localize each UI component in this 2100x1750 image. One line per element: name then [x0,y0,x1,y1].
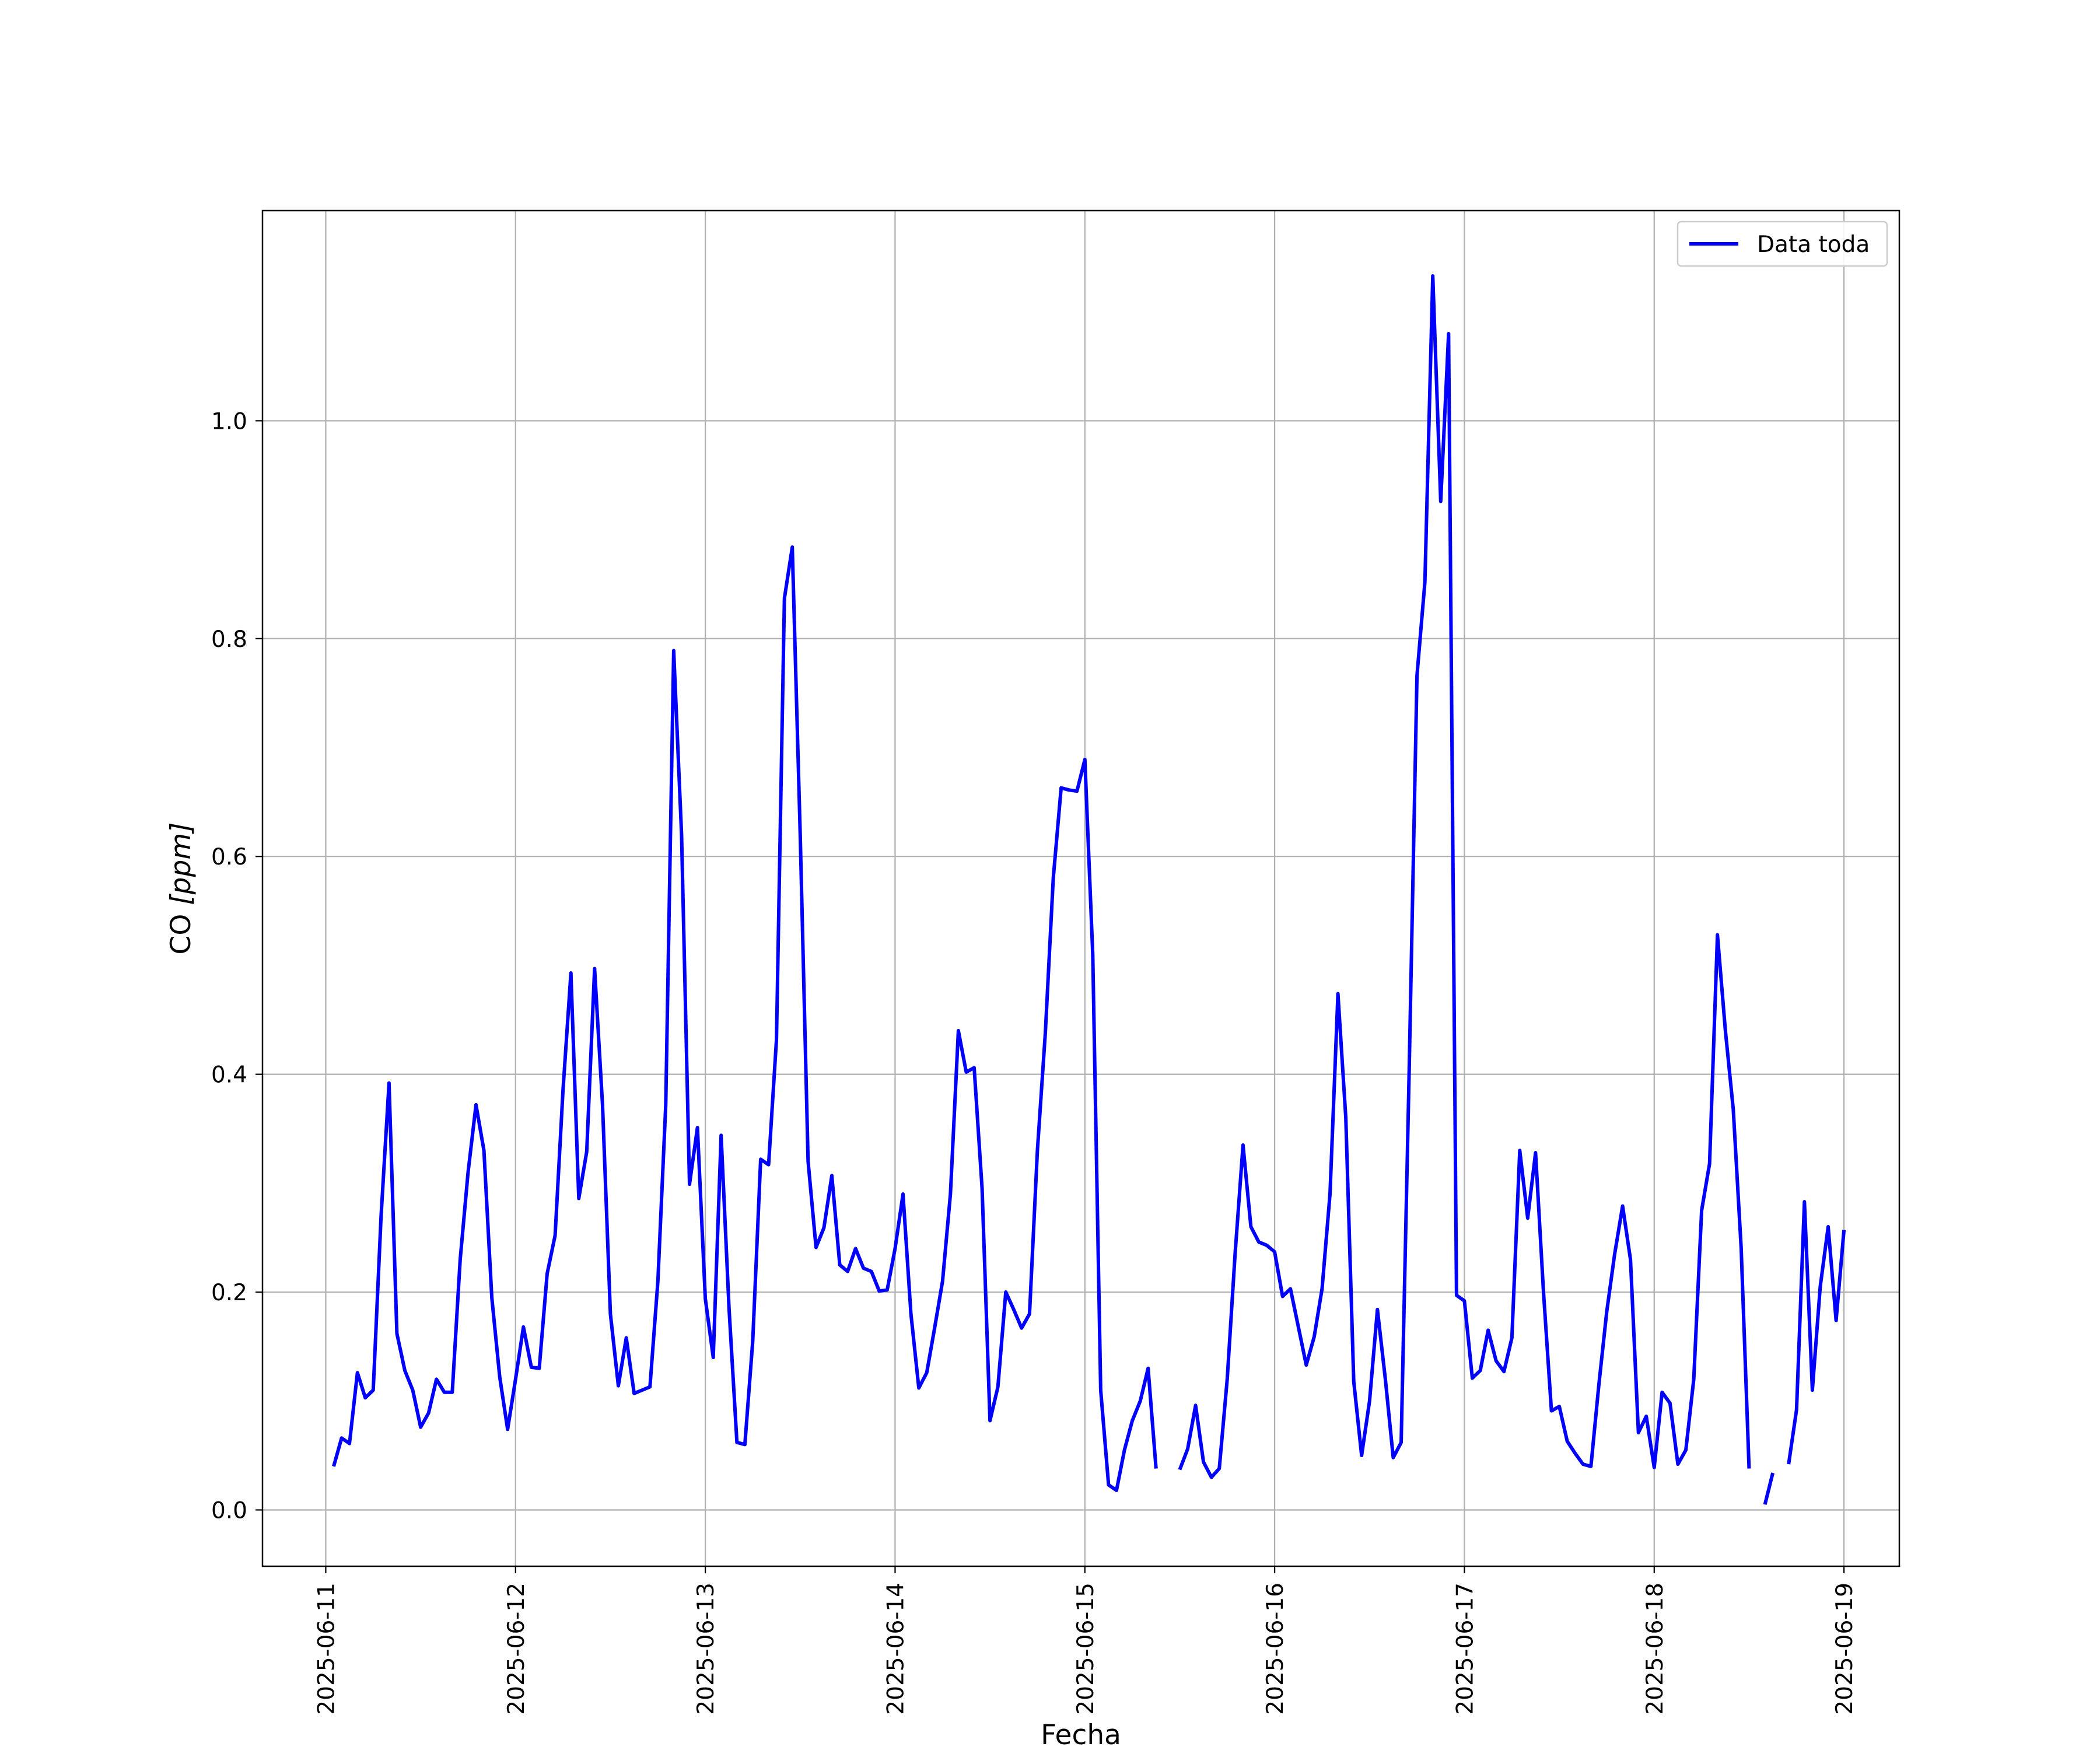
x-axis-label: Fecha [1041,1719,1121,1750]
y-tick-label-1: 0.2 [211,1280,247,1306]
grid-lines [262,211,1899,1566]
x-tick-label-5: 2025-06-16 [1262,1583,1289,1715]
series-line-0-segment-3 [1787,1200,1846,1465]
x-tick-label-2: 2025-06-13 [693,1583,719,1715]
series-line-0-segment-1 [1178,274,1751,1479]
x-tick-label-8: 2025-06-19 [1832,1583,1858,1715]
axis-ticks: 2025-06-11 2025-06-12 2025-06-13 2025-06-14… [211,408,1858,1714]
y-tick-label-2: 0.4 [211,1062,247,1088]
series-data-toda [332,274,1846,1505]
legend-entry-data-toda: Data toda [1757,232,1870,258]
x-tick-label-4: 2025-06-15 [1073,1583,1099,1715]
legend: Data toda [1676,220,1888,267]
x-tick-label-3: 2025-06-14 [883,1583,909,1715]
x-tick-label-0: 2025-06-11 [313,1583,340,1715]
x-tick-label-7: 2025-06-18 [1642,1583,1668,1715]
plot-area-frame [261,209,1901,1567]
y-tick-label-3: 0.6 [211,844,247,870]
y-tick-label-5: 1.0 [211,408,247,435]
y-axis-label: CO [ppm] [165,822,197,955]
series-line-0-segment-0 [332,545,1158,1492]
legend-box [1676,220,1888,267]
x-tick-label-1: 2025-06-12 [503,1583,530,1715]
y-tick-label-0: 0.0 [211,1497,247,1524]
series-line-0-segment-2 [1763,1472,1775,1505]
x-tick-label-6: 2025-06-17 [1452,1583,1478,1715]
y-tick-label-4: 0.8 [211,626,247,653]
